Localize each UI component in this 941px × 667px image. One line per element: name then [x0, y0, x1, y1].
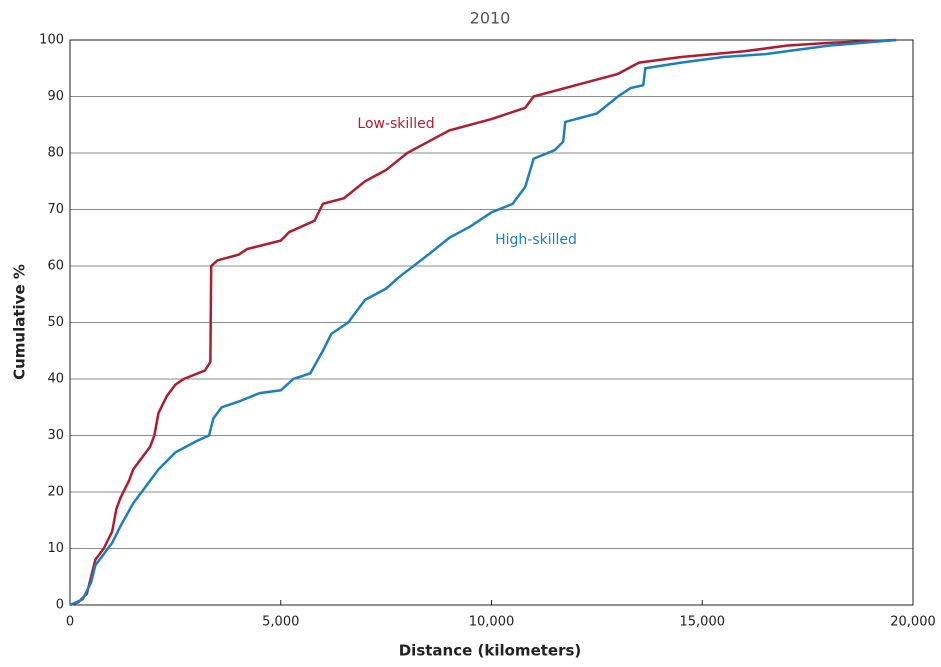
- x-tick-label: 20,000: [890, 615, 936, 630]
- y-tick-label: 70: [47, 202, 64, 217]
- y-tick-label: 20: [47, 485, 64, 500]
- y-tick-label: 30: [47, 428, 64, 443]
- x-tick-label: 10,000: [469, 615, 515, 630]
- y-tick-label: 90: [47, 89, 64, 104]
- data-line: [69, 38, 897, 607]
- y-tick-label: 100: [39, 33, 64, 48]
- x-axis-label: Distance (kilometers): [399, 642, 582, 660]
- annotation: Low-skilled: [357, 116, 434, 132]
- plot-frame: [69, 39, 914, 606]
- y-tick-label: 60: [47, 259, 64, 274]
- y-tick-label: 0: [56, 598, 64, 613]
- y-tick-label: 80: [47, 146, 64, 161]
- y-axis-label: Cumulative %: [11, 264, 29, 380]
- y-tick-label: 10: [47, 541, 64, 556]
- x-tick-label: 5,000: [262, 615, 299, 630]
- annotation: High-skilled: [495, 232, 577, 248]
- x-tick-label: 15,000: [680, 615, 726, 630]
- y-tick-label: 50: [47, 315, 64, 330]
- x-tick-label: 0: [66, 615, 74, 630]
- data-line: [69, 38, 897, 607]
- chart-title: 2010: [470, 9, 511, 28]
- y-tick-label: 40: [47, 372, 64, 387]
